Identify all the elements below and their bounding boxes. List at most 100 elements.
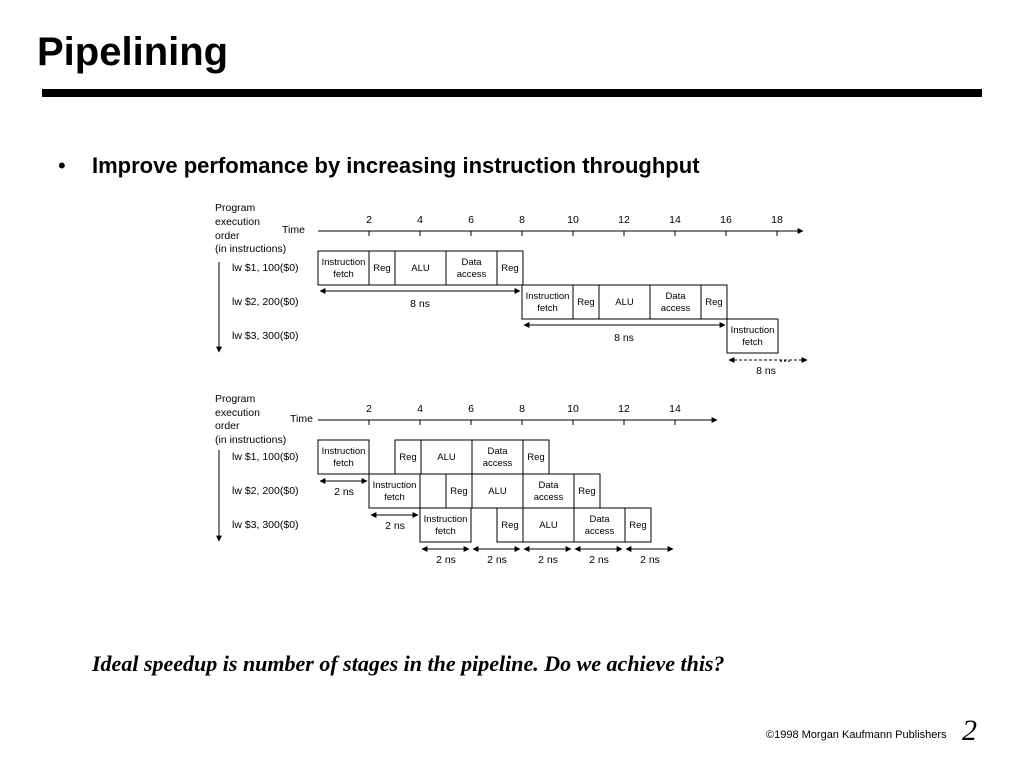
order-label-line2: execution — [215, 216, 260, 228]
tick-label: 14 — [669, 214, 681, 226]
stage-box-if — [368, 473, 421, 509]
stage-label: Instruction — [373, 480, 417, 491]
tick-label: 2 — [366, 403, 372, 415]
stage-label: Instruction — [424, 514, 468, 525]
instruction-2-stages: Instruction fetch Reg ALU Data access Re… — [368, 473, 601, 509]
duration-label: 8 ns — [614, 332, 634, 344]
stage-label: ALU — [488, 486, 507, 497]
stage-label: access — [457, 269, 487, 280]
stage-label: Data — [461, 257, 482, 268]
stage-box-if — [521, 284, 574, 320]
slide-title: Pipelining — [37, 30, 229, 74]
tick-label: 4 — [417, 214, 423, 226]
instruction-1-stages: Instruction fetch Reg ALU Data access Re… — [317, 439, 550, 475]
stage-box-if — [726, 318, 779, 354]
stage-box-reg — [394, 439, 422, 475]
duration-label: 8 ns — [756, 365, 776, 377]
order-label-line4: (in instructions) — [215, 243, 286, 255]
stage-label: ALU — [411, 263, 430, 274]
stage-box-if — [419, 507, 472, 543]
instruction-label: lw $1, 100($0) — [232, 451, 299, 463]
stage-label: ALU — [615, 297, 634, 308]
stage-label: fetch — [435, 526, 456, 537]
speedup-question: Ideal speedup is number of stages in the… — [92, 651, 725, 676]
stage-label: fetch — [333, 269, 354, 280]
stage-label: Reg — [399, 452, 416, 463]
stage-label: access — [661, 303, 691, 314]
stage-label: ALU — [539, 520, 558, 531]
duration-label: 2 ns — [589, 554, 609, 566]
instruction-label: lw $3, 300($0) — [232, 330, 299, 342]
instruction-label: lw $3, 300($0) — [232, 519, 299, 531]
duration-label: 8 ns — [410, 298, 430, 310]
stage-label: Data — [487, 446, 508, 457]
order-label-line4: (in instructions) — [215, 434, 286, 446]
instruction-3-stages: Instruction fetch Reg ALU Data access Re… — [419, 507, 652, 543]
title-divider — [42, 89, 982, 97]
stage-label: access — [483, 458, 513, 469]
instruction-label: lw $2, 200($0) — [232, 296, 299, 308]
order-label-line1: Program — [215, 393, 256, 405]
stage-label: Reg — [450, 486, 467, 497]
tick-label: 6 — [468, 403, 474, 415]
stage-label: Instruction — [322, 257, 366, 268]
stage-label: Reg — [578, 486, 595, 497]
instruction-1-stages: Instruction fetch Reg ALU Data access Re… — [317, 250, 524, 286]
copyright-footer: ©1998 Morgan Kaufmann Publishers — [766, 729, 947, 741]
duration-label: 2 ns — [385, 520, 405, 532]
stage-label: access — [534, 492, 564, 503]
duration-label: 2 ns — [640, 554, 660, 566]
tick-label: 14 — [669, 403, 681, 415]
stage-label: Reg — [629, 520, 646, 531]
stage-box-reg — [522, 439, 550, 475]
ellipsis: ... — [779, 349, 791, 365]
stage-box-reg — [572, 284, 600, 320]
instruction-2-stages: Instruction fetch Reg ALU Data access Re… — [521, 284, 728, 320]
time-axis-ticks — [368, 420, 676, 425]
instruction-label: lw $1, 100($0) — [232, 262, 299, 274]
tick-label: 10 — [567, 403, 579, 415]
single-cycle-diagram: Program execution order (in instructions… — [215, 202, 808, 377]
tick-label: 16 — [720, 214, 732, 226]
page-number: 2 — [962, 714, 977, 747]
pipelined-diagram: Program execution order (in instructions… — [215, 393, 718, 566]
order-label-line2: execution — [215, 407, 260, 419]
stage-label: fetch — [537, 303, 558, 314]
instruction-label: lw $2, 200($0) — [232, 485, 299, 497]
stage-label: Reg — [373, 263, 390, 274]
tick-label: 6 — [468, 214, 474, 226]
stage-label: fetch — [742, 337, 763, 348]
stage-box-reg — [700, 284, 728, 320]
tick-label: 8 — [519, 214, 525, 226]
order-label-line3: order — [215, 420, 240, 432]
tick-label: 10 — [567, 214, 579, 226]
stage-box-reg — [445, 473, 473, 509]
tick-label: 4 — [417, 403, 423, 415]
stage-label: Reg — [705, 297, 722, 308]
tick-label: 12 — [618, 403, 630, 415]
duration-label: 2 ns — [436, 554, 456, 566]
order-label-line1: Program — [215, 202, 256, 214]
stage-label: Instruction — [322, 446, 366, 457]
stage-box-reg — [624, 507, 652, 543]
tick-label: 18 — [771, 214, 783, 226]
stage-label: Instruction — [731, 325, 775, 336]
stage-label: Data — [589, 514, 610, 525]
stage-label: fetch — [384, 492, 405, 503]
stage-label: Reg — [501, 520, 518, 531]
stage-label: ALU — [437, 452, 456, 463]
time-label: Time — [282, 224, 305, 236]
stage-label: Data — [538, 480, 559, 491]
bullet-point: Improve perfomance by increasing instruc… — [92, 153, 700, 178]
stage-label: Reg — [577, 297, 594, 308]
stage-box-if — [317, 439, 370, 475]
stage-box-alu — [522, 507, 575, 543]
stage-box-alu — [394, 250, 447, 286]
stage-box-if — [317, 250, 370, 286]
stage-box-mem — [471, 439, 524, 475]
time-axis-ticks — [368, 231, 778, 236]
bullet-icon: • — [58, 153, 66, 178]
tick-label: 12 — [618, 214, 630, 226]
stage-label: Reg — [527, 452, 544, 463]
